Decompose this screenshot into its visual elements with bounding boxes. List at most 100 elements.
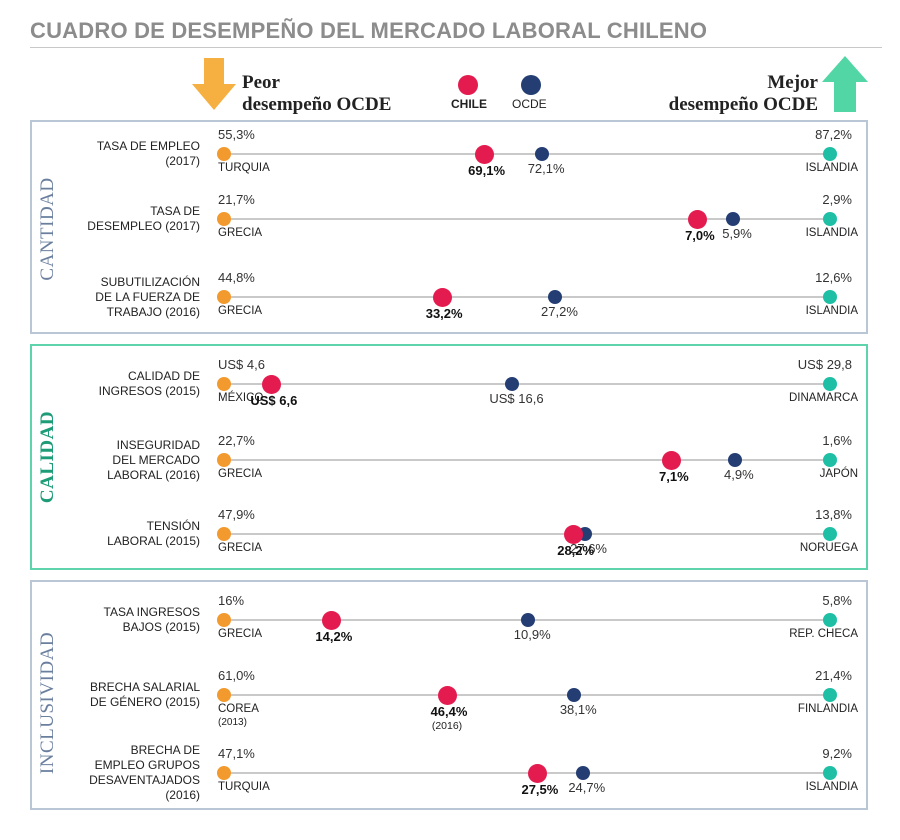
row-label-line: INGRESOS (2015) [98,384,200,398]
ocde-dot [567,688,582,702]
row-label: BRECHA SALARIAL DE GÉNERO (2015) [90,680,200,710]
row-label-line: LABORAL (2016) [107,467,200,482]
ocde-value: 27,2% [541,304,578,319]
row-axis-line [224,694,830,696]
section-label-inclusividad: INCLUSIVIDAD [37,631,58,775]
best-dot [823,527,837,541]
row-label-line: INSEGURIDAD [116,437,200,452]
chile-value: 14,2% [315,629,353,644]
ocde-value: 24,7% [568,780,606,795]
row-axis-line [224,383,830,385]
best-value: 2,9% [822,192,852,207]
best-value: 12,6% [815,270,852,285]
worst-value: 47,1% [218,746,255,761]
legend-better: Mejor desempeño OCDE [640,72,818,116]
best-value: 5,8% [822,593,852,608]
legend-worse: Peor desempeño OCDE [242,72,391,116]
row-label-line: (2016) [165,788,200,802]
row-label: TASA DE EMPLEO (2017) [97,139,200,169]
ocde-dot [726,212,741,226]
worst-value: 16% [218,593,245,608]
ocde-dot [548,290,563,304]
chile-dot [564,524,584,544]
best-country: DINAMARCA [788,392,858,404]
chile-dot [437,685,457,705]
chile-dot [662,450,682,470]
ocde-value: 27,6% [570,541,607,556]
worst-country: TURQUIA [218,162,270,174]
arrow-down-icon [192,58,236,110]
legend-worse-line2: desempeño OCDE [242,94,392,115]
worst-dot [217,453,231,467]
row-axis-line [224,296,830,298]
best-country: REP. CHECA [789,628,858,640]
row-label-line: LABORAL (2015) [107,534,200,548]
ocde-value: US$ 16,6 [489,391,544,406]
best-country: ISLANDIA [805,305,858,317]
best-value: 1,6% [822,433,852,448]
row-label-line: DESEMPLEO (2017) [87,219,200,233]
best-value: US$ 29,8 [797,357,852,372]
legend-better-line1: Mejor [767,72,818,93]
row-label-line: DE LA FUERZA DE [95,289,200,304]
worst-dot [217,147,231,161]
worst-country: GRECIA [218,305,263,317]
row-label: SUBUTILIZACIÓN DE LA FUERZA DE TRABAJO (20… [95,275,200,320]
legend-ocde-label: OCDE [512,97,547,111]
chile-note: (2016) [431,720,463,732]
worst-value: 22,7% [218,433,255,448]
best-value: 9,2% [822,746,852,761]
row-label-line: EMPLEO GRUPOS [94,758,200,772]
row-axis-line [224,153,830,155]
row-label: TENSIÓN LABORAL (2015) [107,519,200,549]
ocde-value: 72,1% [527,161,565,176]
worst-value: US$ 4,6 [218,357,265,372]
best-value: 87,2% [815,127,852,142]
chile-dot [432,287,452,307]
row-axis-line [224,218,830,220]
worst-country: COREA [218,703,259,715]
row-label-line: CALIDAD DE [127,369,200,383]
row-label-line: DEL MERCADO [112,452,200,467]
legend-better-line2: desempeño OCDE [668,94,818,115]
row-label: INSEGURIDAD DEL MERCADO LABORAL (2016) [107,438,200,483]
best-dot [823,613,837,627]
chile-value: US$ 6,6 [250,393,298,408]
best-dot [823,290,837,304]
row-label: TASA DE DESEMPLEO (2017) [87,204,200,234]
row-label: CALIDAD DE INGRESOS (2015) [99,369,200,399]
best-dot [823,147,837,161]
chile-value: 7,0% [685,228,715,243]
panel-calidad [30,344,868,570]
ocde-dot [505,377,520,391]
chile-value: 46,4% [430,704,468,719]
panel-cantidad [30,120,868,334]
best-country: ISLANDIA [805,162,858,174]
worst-value: 44,8% [218,270,255,285]
section-label-calidad: CALIDAD [37,410,58,504]
section-label-cantidad: CANTIDAD [37,177,58,281]
worst-dot [217,527,231,541]
worst-note: (2013) [218,717,247,728]
chile-dot [262,374,282,394]
chile-dot [322,610,342,630]
worst-dot [217,377,231,391]
row-label: BRECHA DE EMPLEO GRUPOS DESAVENTAJADOS (201… [89,743,200,803]
best-country: NORUEGA [799,542,858,554]
worst-country: GRECIA [218,542,263,554]
worst-dot [217,688,231,702]
ocde-dot [521,613,536,627]
chile-dot [475,144,495,164]
ocde-value: 5,9% [722,226,752,241]
row-axis-line [224,459,830,461]
row-label-line: DE GÉNERO (2015) [89,695,200,709]
best-dot [823,688,837,702]
chile-dot [688,209,708,229]
row-label-line: BAJOS (2015) [122,620,200,634]
best-dot [823,766,837,780]
row-label-line: TASA INGRESOS [103,605,200,619]
ocde-value: 10,9% [513,627,551,642]
worst-country: TURQUIA [218,781,270,793]
best-country: FINLANDIA [797,703,858,715]
worst-country: GRECIA [218,468,263,480]
